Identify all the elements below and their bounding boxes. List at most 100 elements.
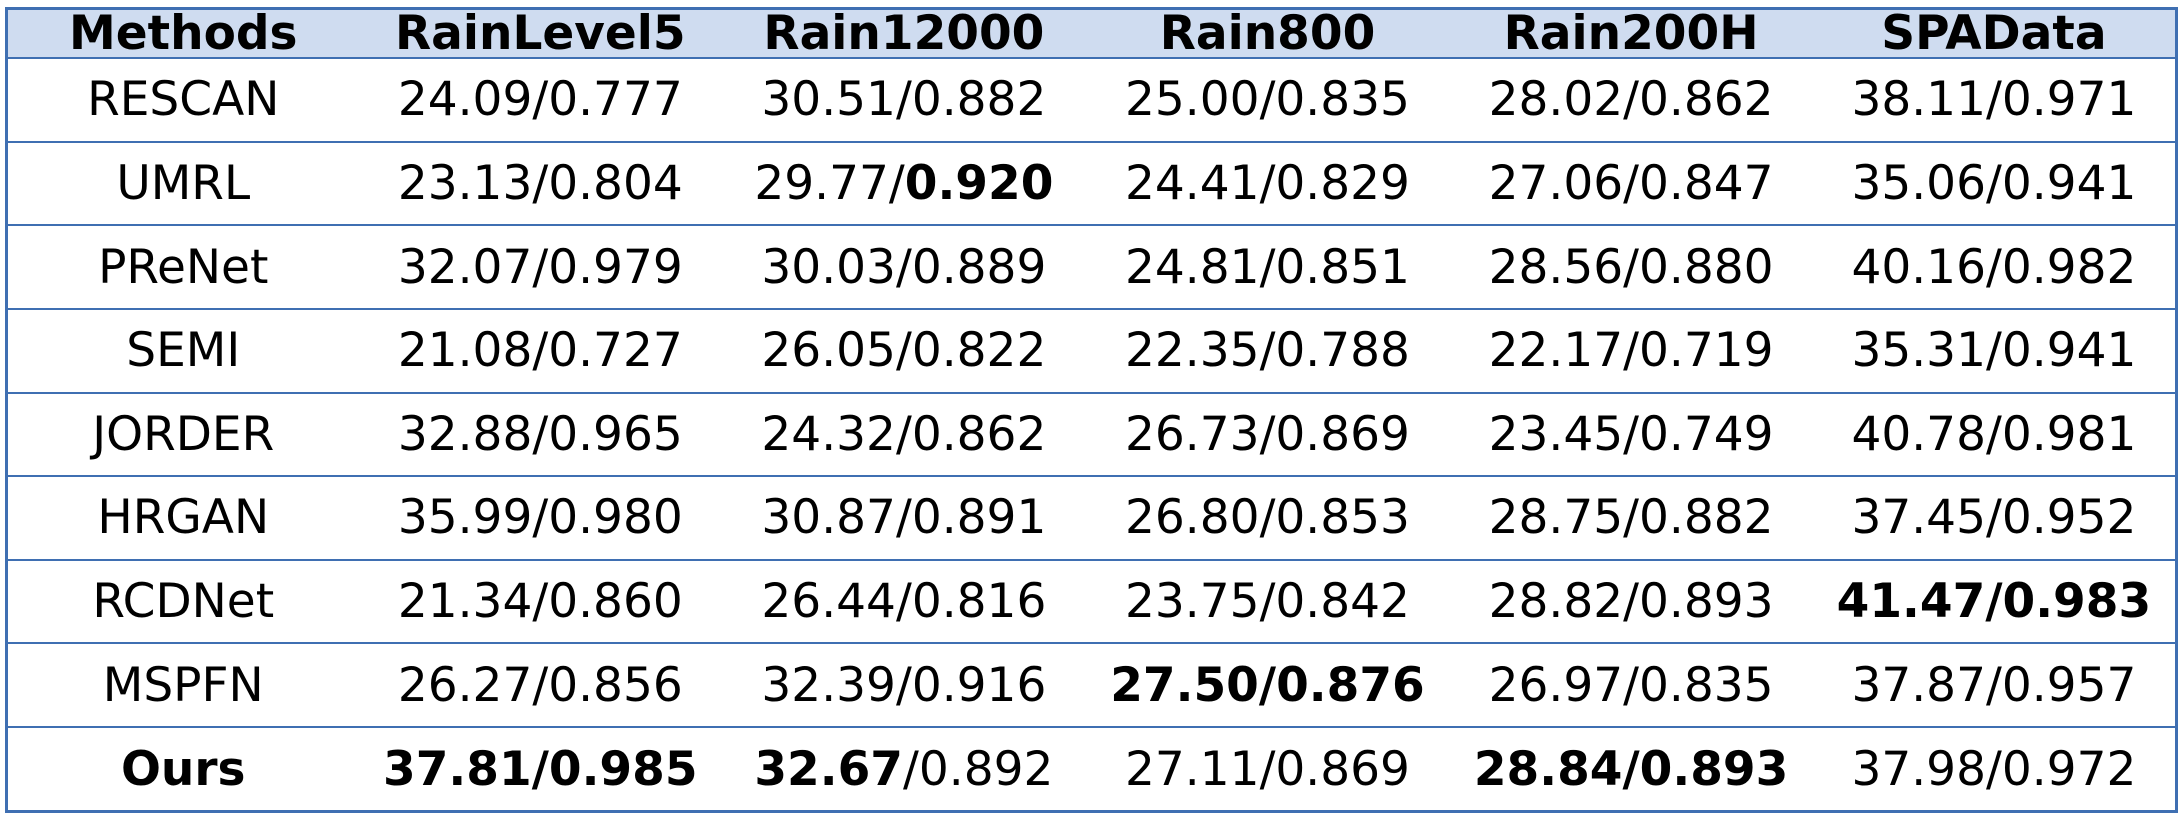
score-cell: 28.82/0.893 [1449,558,1813,645]
psnr-value: 40.78 [1851,406,1986,462]
score-cell: 32.88/0.965 [358,391,723,478]
ssim-value: 0.941 [2001,155,2137,211]
score-cell: 30.87/0.891 [722,475,1086,561]
ssim-value: 0.816 [911,574,1047,630]
psnr-value: 28.82 [1488,574,1624,630]
score-cell: 21.34/0.860 [358,558,723,645]
psnr-value: 41.47 [1836,574,1986,630]
value-separator: / [895,657,912,713]
psnr-value: 26.05 [761,323,896,379]
column-header-spadata: SPAData [1812,7,2177,59]
psnr-value: 38.11 [1851,72,1986,128]
ssim-value: 0.980 [548,490,683,546]
value-separator: / [532,155,549,211]
value-separator: / [1258,657,1277,713]
psnr-value: 35.06 [1851,155,1986,211]
psnr-value: 28.02 [1488,72,1624,128]
ssim-value: 0.972 [2001,741,2137,797]
ssim-value: 0.920 [904,155,1054,211]
score-cell: 35.99/0.980 [358,475,723,561]
score-cell: 29.77/0.920 [722,140,1086,227]
method-name-cell: JORDER [6,391,359,478]
ssim-value: 0.862 [911,406,1047,462]
ssim-value: 0.788 [1275,323,1410,379]
value-separator: / [532,657,549,713]
score-cell: 27.50/0.876 [1085,642,1450,728]
method-name-cell: RCDNet [6,558,359,645]
ssim-value: 0.835 [1275,72,1410,128]
psnr-value: 26.27 [397,657,533,713]
table-row: UMRL 23.13/0.804 29.77/0.920 24.41/0.829 27.… [6,140,2177,227]
ssim-value: 0.891 [911,490,1047,546]
table-row: PReNet 32.07/0.979 30.03/0.889 24.81/0.851 2… [6,224,2177,310]
ssim-value: 0.893 [1639,741,1789,797]
score-cell: 26.27/0.856 [358,642,723,728]
value-separator: / [1259,406,1276,462]
psnr-value: 30.03 [761,239,896,295]
column-header-rain800: Rain800 [1085,7,1450,59]
psnr-value: 35.31 [1851,323,1986,379]
ssim-value: 0.851 [1275,239,1410,295]
ssim-value: 0.882 [911,72,1047,128]
table-row: SEMI 21.08/0.727 26.05/0.822 22.35/0.788 22.… [6,307,2177,394]
table-row: Ours 37.81/0.985 32.67/0.892 27.11/0.869 28.… [6,726,2177,813]
score-cell: 35.31/0.941 [1812,307,2177,394]
value-separator: / [1623,657,1639,713]
psnr-value: 27.06 [1488,155,1624,211]
psnr-value: 32.07 [397,239,533,295]
value-separator: / [895,323,912,379]
ssim-value: 0.856 [548,657,683,713]
value-separator: / [903,741,919,797]
value-separator: / [1623,406,1639,462]
score-cell: 23.45/0.749 [1449,391,1813,478]
value-separator: / [888,155,905,211]
score-cell: 26.05/0.822 [722,307,1086,394]
psnr-value: 37.81 [383,741,532,797]
method-name-cell: Ours [6,726,359,813]
psnr-value: 26.73 [1125,406,1260,462]
score-cell: 37.98/0.972 [1812,726,2177,813]
value-separator: / [1986,323,2002,379]
table-row: RCDNet 21.34/0.860 26.44/0.816 23.75/0.842 2… [6,558,2177,645]
score-cell: 23.75/0.842 [1085,558,1450,645]
table-body: RESCAN 24.09/0.777 30.51/0.882 25.00/0.835 2… [6,57,2177,813]
table-row: JORDER 32.88/0.965 24.32/0.862 26.73/0.869 2… [6,391,2177,478]
psnr-value: 32.39 [761,657,896,713]
column-header-rainlevel5: RainLevel5 [358,7,723,59]
ssim-value: 0.869 [1275,406,1410,462]
psnr-value: 28.56 [1488,239,1624,295]
psnr-value: 24.09 [397,72,533,128]
ssim-value: 0.862 [1639,72,1774,128]
ssim-value: 0.965 [548,406,683,462]
score-cell: 23.13/0.804 [358,140,723,227]
score-cell: 24.41/0.829 [1085,140,1450,227]
value-separator: / [1259,574,1276,630]
ssim-value: 0.822 [911,323,1047,379]
value-separator: / [531,741,549,797]
score-cell: 40.78/0.981 [1812,391,2177,478]
psnr-value: 23.45 [1488,406,1624,462]
ssim-value: 0.941 [2001,323,2137,379]
ssim-value: 0.727 [548,323,683,379]
ssim-value: 0.842 [1275,574,1410,630]
score-cell: 28.02/0.862 [1449,57,1813,143]
table-row: MSPFN 26.27/0.856 32.39/0.916 27.50/0.876 26… [6,642,2177,728]
column-header-rain200h: Rain200H [1449,7,1813,59]
psnr-value: 22.17 [1488,323,1624,379]
value-separator: / [532,72,549,128]
psnr-value: 22.35 [1125,323,1260,379]
psnr-value: 32.67 [754,741,904,797]
method-name-cell: UMRL [6,140,359,227]
score-cell: 28.56/0.880 [1449,224,1813,310]
score-cell: 24.09/0.777 [358,57,723,143]
method-name-cell: PReNet [6,224,359,310]
psnr-value: 26.80 [1125,490,1260,546]
psnr-value: 25.00 [1125,72,1260,128]
value-separator: / [1986,490,2002,546]
score-cell: 32.39/0.916 [722,642,1086,728]
ssim-value: 0.979 [548,239,683,295]
ssim-value: 0.985 [548,741,698,797]
ssim-value: 0.882 [1639,490,1774,546]
ssim-value: 0.869 [1275,741,1410,797]
psnr-value: 28.75 [1488,490,1624,546]
